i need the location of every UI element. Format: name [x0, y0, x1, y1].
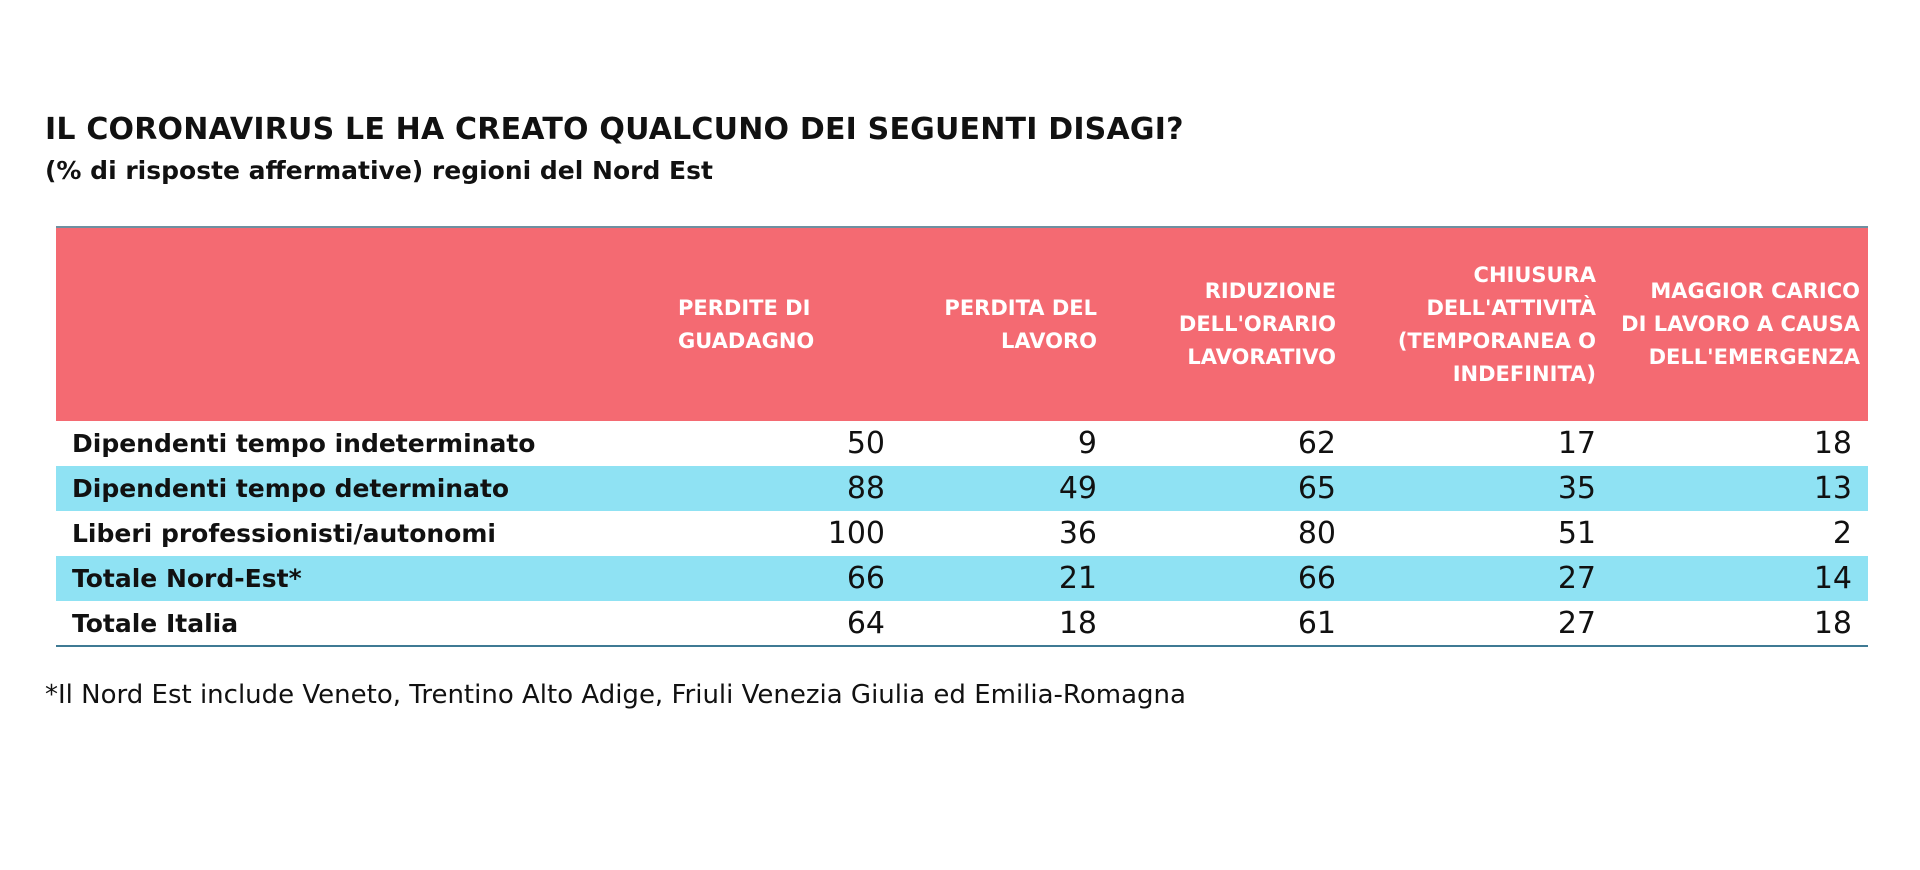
value-cell-perdita-lavoro: 18 [1058, 605, 1097, 641]
table-row: Totale Nord-Est* 66 21 66 27 14 [56, 556, 1868, 601]
column-header-label: CHIUSURA DELL'ATTIVITÀ (TEMPORANEA O IND… [1397, 262, 1596, 386]
value-cell-perdite-guadagno: 88 [846, 471, 885, 506]
row-label: Dipendenti tempo determinato [72, 474, 510, 503]
value-cell-riduzione-orario: 80 [1297, 516, 1336, 551]
column-header-maggior-carico: MAGGIOR CARICO DI LAVORO A CAUSA DELL'EM… [1612, 226, 1868, 421]
value-cell-perdita-lavoro: 49 [1058, 471, 1097, 506]
column-header-label: PERDITA DEL LAVORO [944, 295, 1097, 353]
value-cell-chiusura-attivita: 17 [1557, 426, 1596, 461]
column-header-perdite-guadagno: PERDITE DI GUADAGNO [656, 226, 901, 421]
chart-title: IL CORONAVIRUS LE HA CREATO QUALCUNO DEI… [45, 112, 1184, 147]
chart-subtitle: (% di risposte affermative) regioni del … [45, 156, 713, 185]
value-cell-perdita-lavoro: 21 [1058, 561, 1097, 596]
table-body: Dipendenti tempo indeterminato 50 9 62 17 18 D… [56, 421, 1868, 646]
value-cell-perdita-lavoro: 36 [1058, 516, 1097, 551]
table-row: Dipendenti tempo determinato 88 49 65 35 13 [56, 466, 1868, 511]
data-table: PERDITE DI GUADAGNO PERDITA DEL LAVORO R… [56, 226, 1868, 647]
column-header-perdita-lavoro: PERDITA DEL LAVORO [901, 226, 1113, 421]
value-cell-riduzione-orario: 66 [1297, 561, 1336, 596]
column-header-chiusura-attivita: CHIUSURA DELL'ATTIVITÀ (TEMPORANEA O IND… [1352, 226, 1612, 421]
value-cell-perdite-guadagno: 100 [827, 516, 885, 551]
column-header-label: RIDUZIONE DELL'ORARIO LAVORATIVO [1178, 279, 1336, 369]
row-label: Totale Italia [72, 608, 239, 638]
value-cell-maggior-carico: 18 [1813, 605, 1852, 641]
value-cell-maggior-carico: 18 [1813, 426, 1852, 461]
table-row: Liberi professionisti/autonomi 100 36 80 51 2 [56, 511, 1868, 556]
row-label: Dipendenti tempo indeterminato [72, 429, 536, 458]
column-header-riduzione-orario: RIDUZIONE DELL'ORARIO LAVORATIVO [1113, 226, 1352, 421]
value-cell-riduzione-orario: 61 [1297, 605, 1336, 641]
value-cell-maggior-carico: 14 [1813, 561, 1852, 596]
table-header-row: PERDITE DI GUADAGNO PERDITA DEL LAVORO R… [56, 226, 1868, 421]
value-cell-maggior-carico: 2 [1832, 516, 1852, 551]
column-header-label: PERDITE DI GUADAGNO [678, 295, 815, 353]
value-cell-perdite-guadagno: 64 [846, 605, 885, 641]
row-label: Totale Nord-Est* [72, 564, 302, 593]
value-cell-perdite-guadagno: 50 [846, 426, 885, 461]
value-cell-riduzione-orario: 62 [1297, 426, 1336, 461]
value-cell-perdita-lavoro: 9 [1077, 426, 1097, 461]
header-blank-cell [56, 226, 656, 421]
value-cell-perdite-guadagno: 66 [846, 561, 885, 596]
value-cell-riduzione-orario: 65 [1297, 471, 1336, 506]
value-cell-maggior-carico: 13 [1813, 471, 1852, 506]
value-cell-chiusura-attivita: 27 [1557, 605, 1596, 641]
row-label: Liberi professionisti/autonomi [72, 519, 496, 548]
table-row: Totale Italia 64 18 61 27 18 [56, 601, 1868, 646]
value-cell-chiusura-attivita: 27 [1557, 561, 1596, 596]
table-row: Dipendenti tempo indeterminato 50 9 62 17 18 [56, 421, 1868, 466]
value-cell-chiusura-attivita: 35 [1557, 471, 1596, 506]
value-cell-chiusura-attivita: 51 [1557, 516, 1596, 551]
column-header-label: MAGGIOR CARICO DI LAVORO A CAUSA DELL'EM… [1621, 279, 1860, 369]
footnote: *Il Nord Est include Veneto, Trentino Al… [45, 680, 1186, 710]
